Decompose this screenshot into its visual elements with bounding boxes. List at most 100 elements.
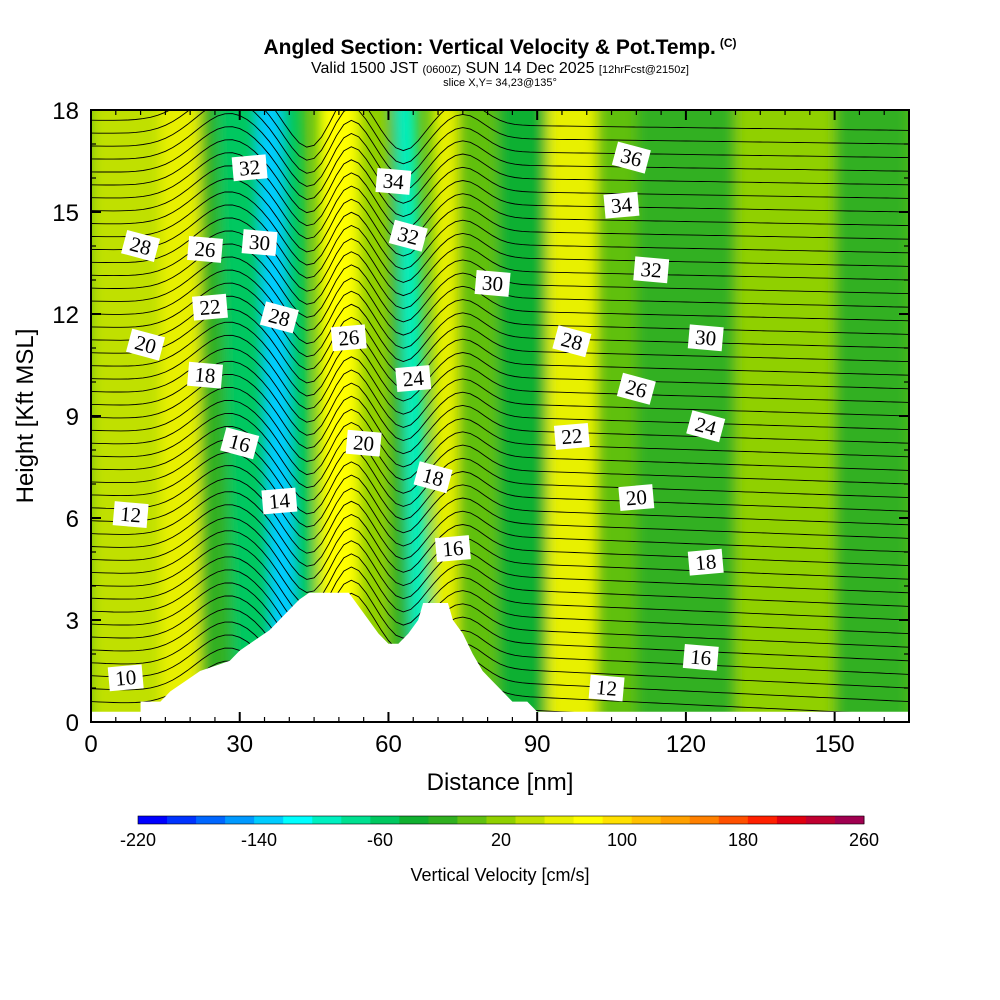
colorbar-swatch-24: [834, 816, 865, 824]
contour-label-text-15: 24: [402, 366, 426, 392]
colorbar-swatch-1: [167, 816, 197, 824]
y-tick-label-0: 0: [66, 710, 79, 737]
contour-label-text-4: 18: [194, 362, 217, 388]
contour-label-4: 18: [187, 361, 224, 389]
colorbar-swatch-21: [747, 816, 778, 824]
theta-line-25: [91, 334, 909, 415]
velocity-band-12: [497, 110, 548, 722]
contour-label-bg-25: [633, 256, 670, 284]
contour-label-2: 16: [220, 427, 260, 460]
contour-label-bg-28: [687, 324, 724, 352]
theta-line-27: [91, 308, 909, 389]
contour-label-24: 34: [603, 191, 640, 219]
colorbar-swatch-12: [486, 816, 517, 824]
colorbar-tick-label-0: -220: [120, 830, 156, 850]
contour-label-25: 32: [633, 256, 670, 284]
contour-label-9: 32: [231, 154, 268, 182]
y-tick-label-1: 3: [66, 608, 79, 635]
contour-label-1: 12: [112, 501, 149, 529]
valid-date: SUN 14 Dec 2025: [465, 60, 595, 77]
theta-line-11: [91, 517, 909, 600]
contour-label-23: 36: [611, 141, 651, 174]
theta-line-10: [91, 530, 909, 613]
contour-label-bg-1: [112, 501, 149, 529]
colorbar-swatch-7: [341, 816, 371, 824]
colorbar-swatch-19: [689, 816, 720, 824]
colorbar-swatch-11: [457, 816, 487, 824]
contour-label-bg-7: [187, 235, 224, 263]
theta-line-31: [91, 256, 909, 336]
contour-label-text-24: 34: [610, 192, 634, 218]
contour-label-26: 26: [616, 372, 656, 405]
contour-label-22: 12: [588, 674, 625, 702]
chart-title: Angled Section: Vertical Velocity & Pot.…: [0, 36, 1000, 60]
colorbar-swatch-23: [805, 816, 836, 824]
theta-line-15: [91, 465, 909, 547]
contour-label-text-31: 16: [689, 645, 712, 671]
y-tick-label-2: 6: [66, 506, 79, 533]
x-tick-label-3: 90: [524, 731, 551, 758]
colorbar-tick-label-4: 100: [607, 830, 637, 850]
y-tick-label-3: 9: [66, 404, 79, 431]
contour-label-bg-31: [682, 643, 719, 671]
contour-label-11: 28: [259, 301, 299, 334]
contour-label-text-10: 30: [248, 230, 271, 256]
contour-label-text-9: 32: [238, 155, 261, 181]
theta-line-13: [91, 491, 909, 573]
contour-label-text-27: 20: [625, 485, 648, 511]
contour-label-5: 20: [126, 328, 166, 361]
theta-line-35: [91, 204, 909, 283]
colorbar-swatch-18: [660, 816, 691, 824]
colorbar-swatch-4: [254, 816, 284, 824]
contour-label-bg-27: [618, 484, 655, 512]
velocity-band-11: [457, 110, 498, 722]
contour-label-27: 20: [618, 484, 655, 512]
colorbar-swatch-9: [399, 816, 429, 824]
contour-label-29: 24: [686, 410, 726, 443]
contour-label-text-16: 20: [352, 430, 375, 456]
colorbar-swatch-17: [631, 816, 662, 824]
contour-label-bg-2: [220, 427, 260, 460]
chart-title-text: Angled Section: Vertical Velocity & Pot.…: [263, 36, 716, 59]
forecast-info: [12hrFcst@2150z]: [598, 64, 689, 76]
theta-line-37: [91, 178, 909, 257]
colorbar-frame: [137, 815, 865, 825]
x-tick-label-1: 30: [226, 731, 253, 758]
contour-label-text-21: 22: [560, 424, 583, 450]
colorbar-swatch-8: [370, 816, 400, 824]
theta-line-4: [91, 608, 909, 692]
colorbar-swatch-14: [544, 816, 575, 824]
theta-line-36: [91, 191, 909, 270]
colorbar: -220 -140 -60 20 100 180 260: [120, 815, 879, 850]
theta-line-24: [91, 347, 909, 428]
contour-label-21: 22: [553, 422, 590, 450]
x-tick-label-2: 60: [375, 731, 402, 758]
contour-label-text-18: 16: [441, 536, 464, 562]
velocity-band-3: [217, 110, 275, 722]
x-axis-title: Distance [nm]: [427, 769, 574, 796]
theta-line-5: [91, 595, 909, 679]
velocity-band-6: [319, 110, 359, 722]
x-tick-label-4: 120: [666, 731, 706, 758]
copyright-mark: (C): [719, 36, 737, 50]
theta-line-3: [91, 621, 909, 705]
chart-valid-time: Valid 1500 JST (0600Z) SUN 14 Dec 2025 […: [0, 60, 1000, 78]
contour-label-31: 16: [682, 643, 719, 671]
contour-label-text-0: 10: [114, 665, 137, 691]
colorbar-tick-label-6: 260: [849, 830, 879, 850]
velocity-band-4: [256, 110, 299, 722]
contour-label-30: 18: [687, 548, 724, 576]
theta-line-44: [91, 110, 909, 165]
colorbar-tick-label-2: -60: [367, 830, 393, 850]
contour-label-10: 30: [241, 229, 278, 257]
contour-label-12: 26: [330, 324, 367, 352]
contour-label-text-25: 32: [640, 257, 663, 283]
contour-label-bg-10: [241, 229, 278, 257]
colorbar-swatch-6: [312, 816, 342, 824]
contour-label-text-6: 22: [198, 294, 221, 320]
contour-label-13: 34: [375, 167, 412, 195]
contour-label-bg-30: [687, 548, 724, 576]
velocity-band-16: [735, 110, 835, 722]
theta-line-41: [91, 126, 909, 204]
